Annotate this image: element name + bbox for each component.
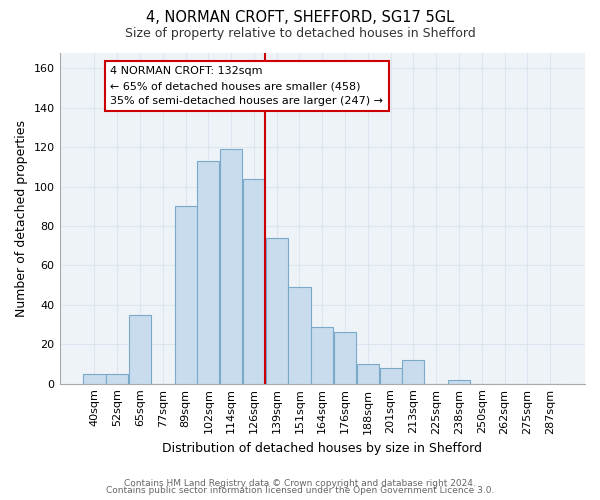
Text: Contains public sector information licensed under the Open Government Licence 3.: Contains public sector information licen…	[106, 486, 494, 495]
Text: Size of property relative to detached houses in Shefford: Size of property relative to detached ho…	[125, 28, 475, 40]
Bar	[83, 374, 106, 384]
Bar	[129, 314, 151, 384]
Bar	[197, 161, 220, 384]
Text: 4, NORMAN CROFT, SHEFFORD, SG17 5GL: 4, NORMAN CROFT, SHEFFORD, SG17 5GL	[146, 10, 454, 25]
Bar	[403, 360, 424, 384]
Y-axis label: Number of detached properties: Number of detached properties	[15, 120, 28, 316]
Bar	[175, 206, 197, 384]
Bar	[448, 380, 470, 384]
Bar	[106, 374, 128, 384]
X-axis label: Distribution of detached houses by size in Shefford: Distribution of detached houses by size …	[162, 442, 482, 455]
Bar	[311, 326, 334, 384]
Bar	[243, 178, 265, 384]
Bar	[220, 149, 242, 384]
Text: 4 NORMAN CROFT: 132sqm
← 65% of detached houses are smaller (458)
35% of semi-de: 4 NORMAN CROFT: 132sqm ← 65% of detached…	[110, 66, 383, 106]
Bar	[334, 332, 356, 384]
Text: Contains HM Land Registry data © Crown copyright and database right 2024.: Contains HM Land Registry data © Crown c…	[124, 478, 476, 488]
Bar	[357, 364, 379, 384]
Bar	[380, 368, 401, 384]
Bar	[289, 287, 311, 384]
Bar	[266, 238, 288, 384]
